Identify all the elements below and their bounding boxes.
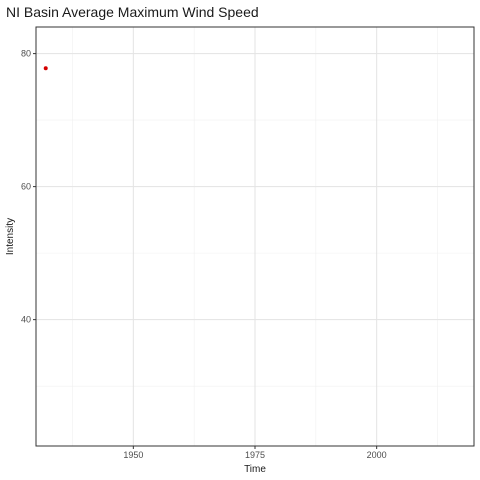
x-axis-label: Time xyxy=(244,464,266,475)
x-tick-label: 1975 xyxy=(245,450,265,460)
y-tick-label: 60 xyxy=(21,182,31,192)
tick-layer: 1950 1975 2000 40 60 80 xyxy=(21,49,387,460)
x-tick-label: 1950 xyxy=(123,450,143,460)
data-point xyxy=(43,66,48,71)
x-tick-label: 2000 xyxy=(367,450,387,460)
points-layer xyxy=(43,66,48,71)
grid-layer xyxy=(36,27,474,446)
y-tick-label: 80 xyxy=(21,49,31,59)
y-tick-label: 40 xyxy=(21,315,31,325)
y-axis-label: Intensity xyxy=(5,218,16,255)
chart-title: NI Basin Average Maximum Wind Speed xyxy=(6,4,259,20)
